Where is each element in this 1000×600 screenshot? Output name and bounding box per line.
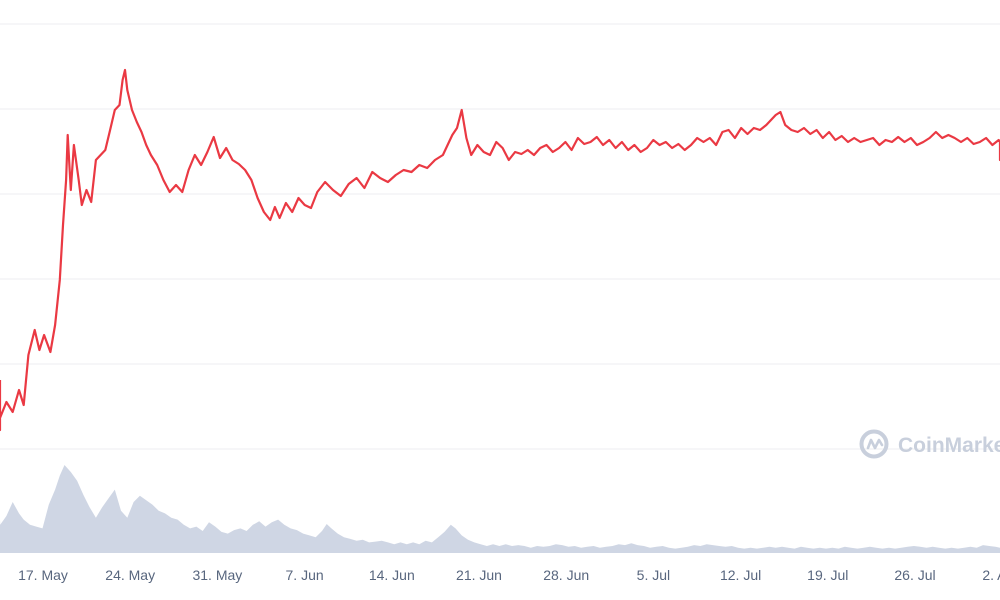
x-tick-label: 2. Aug [982,567,1000,583]
x-tick-label: 7. Jun [286,567,324,583]
x-tick-label: 12. Jul [720,567,761,583]
x-tick-label: 21. Jun [456,567,502,583]
coinmarketcap-logo-icon [859,429,889,459]
grid [0,23,1000,450]
coinmarketcap-logo-mark [866,438,884,450]
x-tick-label: 31. May [192,567,242,583]
x-tick-label: 24. May [105,567,155,583]
x-tick-label: 17. May [18,567,68,583]
x-tick-label: 14. Jun [369,567,415,583]
x-tick-label: 28. Jun [543,567,589,583]
watermark-text: CoinMarketCap [898,434,1000,457]
x-tick-label: 5. Jul [637,567,670,583]
volume-area [0,465,1000,553]
x-axis: 17. May 24. May 31. May 7. Jun 14. Jun 21. Ju… [18,567,1000,583]
x-tick-label: 19. Jul [807,567,848,583]
coinmarketcap-watermark: CoinMarketCap [859,429,1000,459]
x-tick-label: 26. Jul [894,567,935,583]
price-line [0,68,1000,432]
